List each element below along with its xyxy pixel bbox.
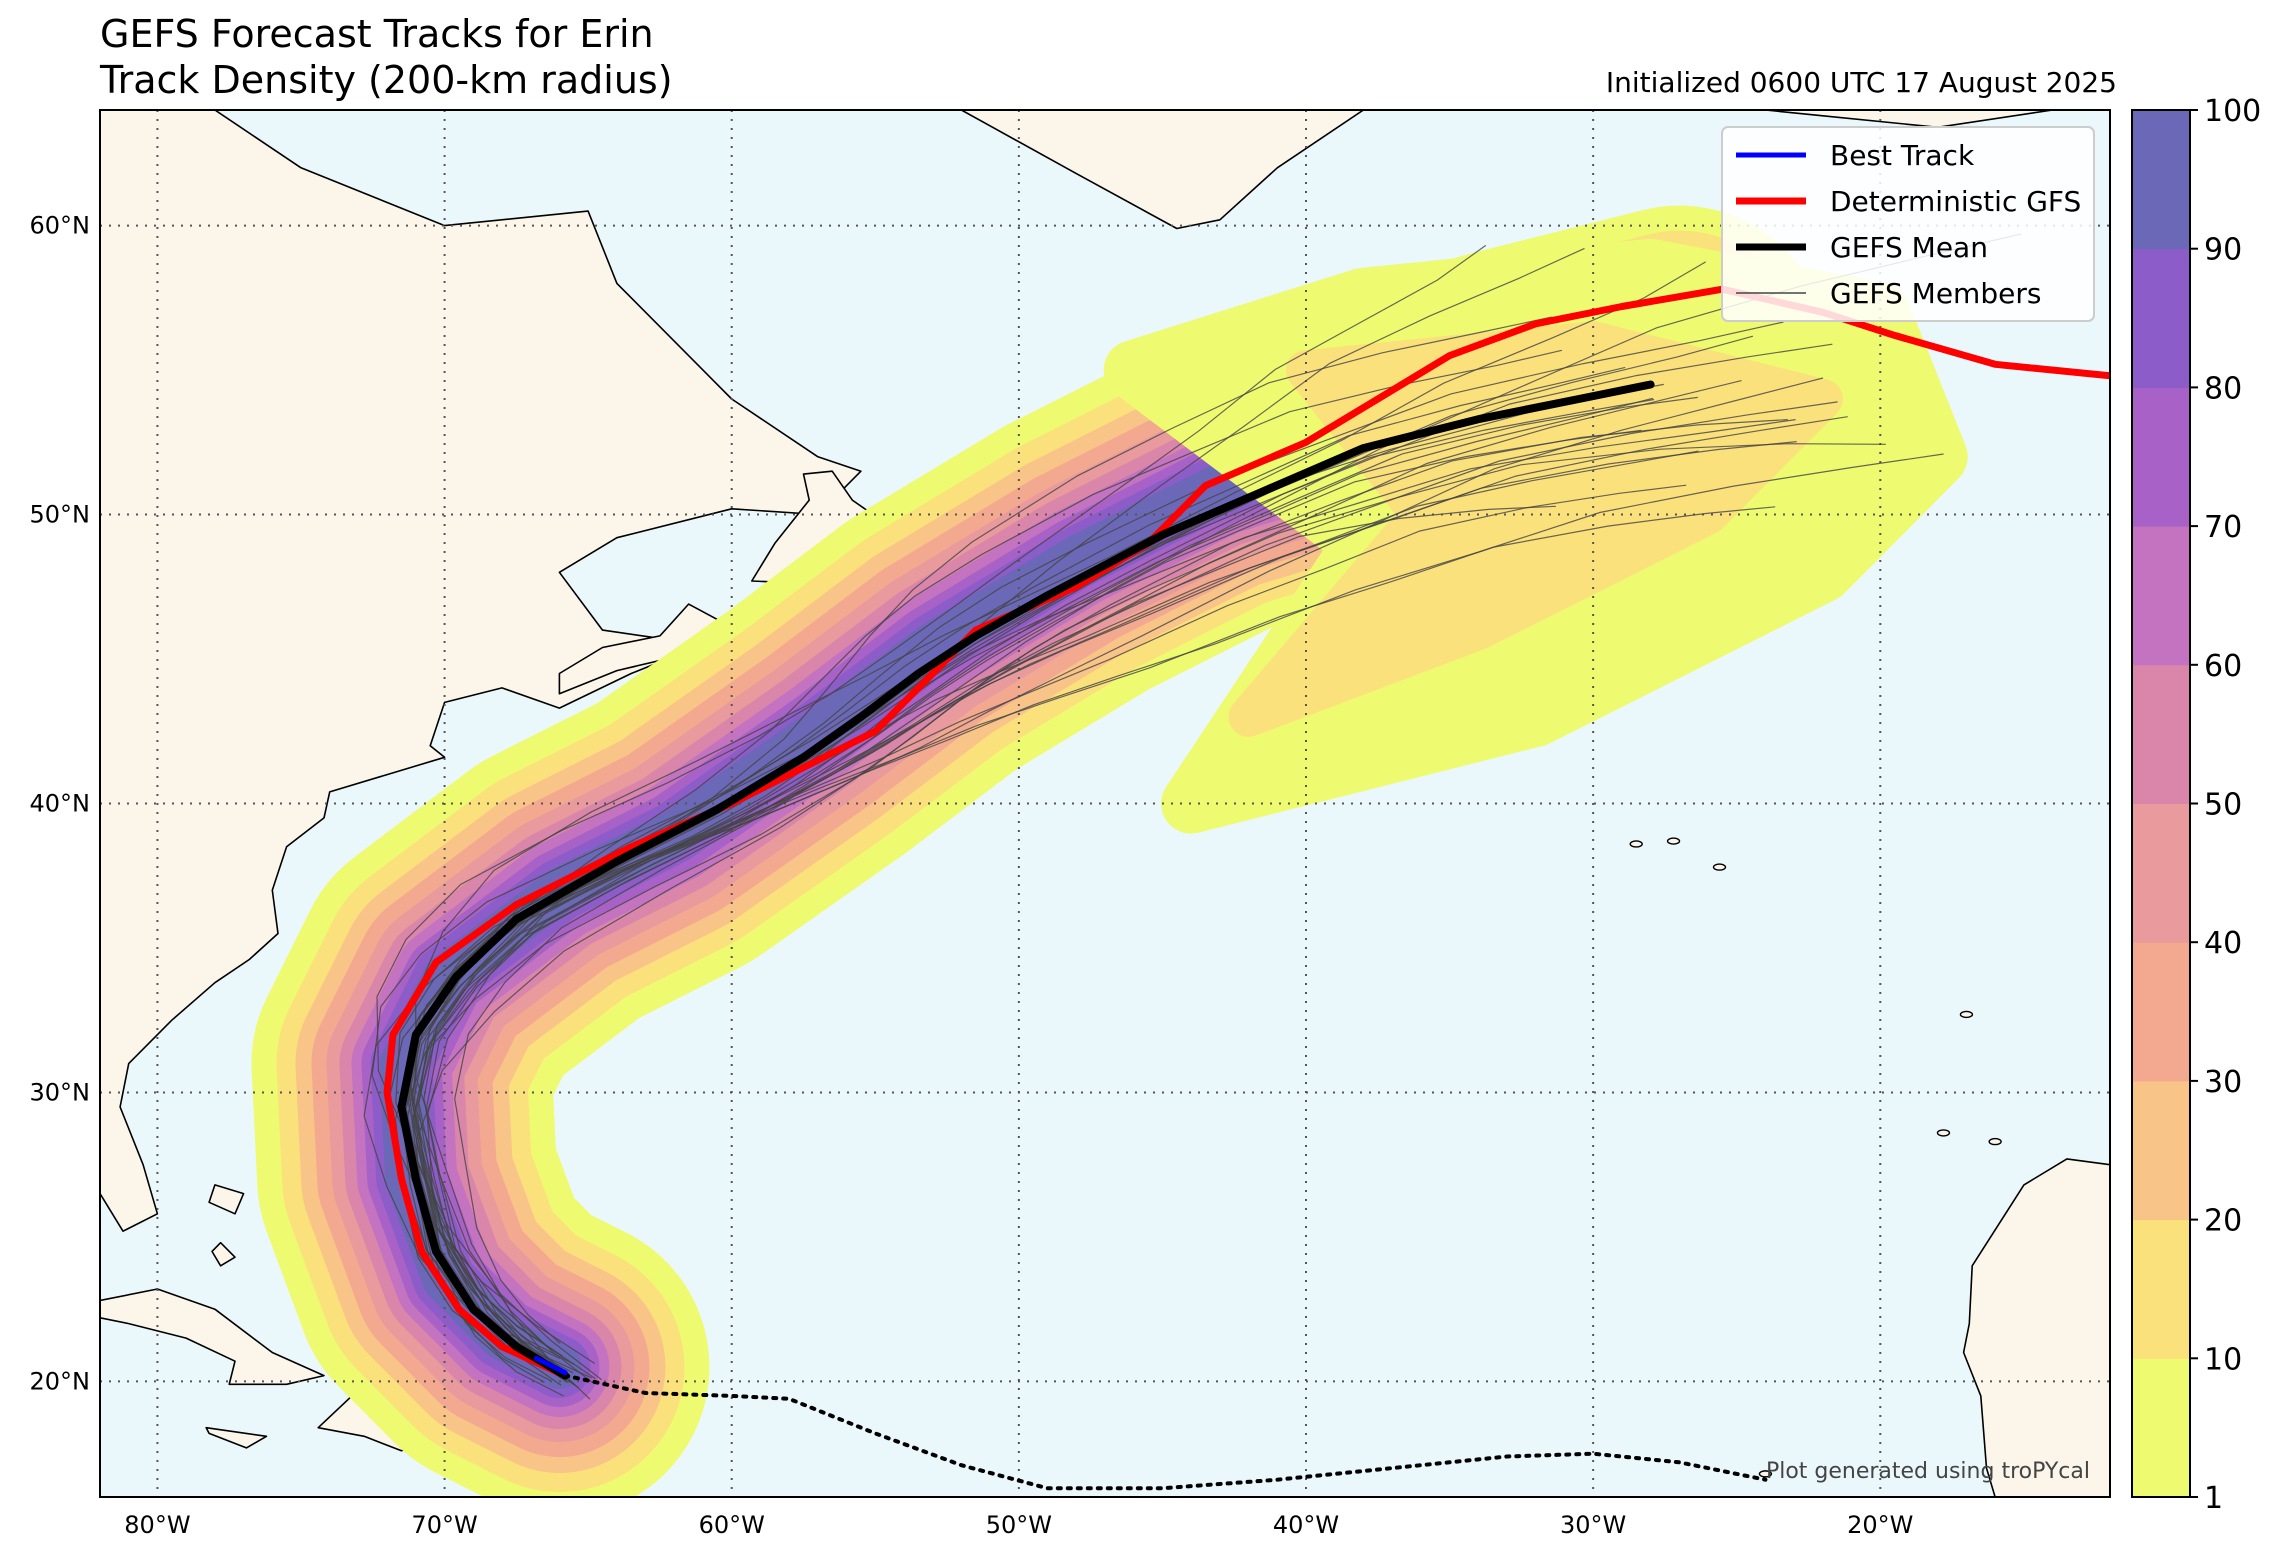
colorbar-segment — [2132, 1358, 2190, 1498]
gefs-member-track — [454, 233, 2022, 1344]
colorbar-segment — [2132, 526, 2190, 666]
lat-label: 50°N — [30, 501, 91, 529]
colorbar-tick-label: 1 — [2204, 1481, 2223, 1516]
colorbar-tick-label: 70 — [2204, 510, 2242, 545]
gefs-member-track — [411, 396, 1698, 1358]
lat-label: 40°N — [30, 790, 91, 818]
gefs-member-track — [423, 453, 1944, 1389]
lon-label: 40°W — [1273, 1511, 1339, 1539]
colorbar-segment — [2132, 1219, 2190, 1359]
island-7 — [1758, 1470, 1773, 1478]
legend-label: Best Track — [1830, 139, 1975, 172]
axis-tick-labels: 80°W 70°W 60°W 50°W 40°W 30°W 20°W 60°N 50°N 40°N… — [30, 212, 1914, 1539]
colorbar-tick-label: 80 — [2204, 371, 2242, 406]
greenland — [874, 110, 1365, 230]
title-line-1: GEFS Forecast Tracks for Erin — [100, 12, 654, 56]
gefs-member-track — [413, 506, 1776, 1384]
gefs-member-track — [426, 321, 1784, 1383]
colorbar-tick-label: 40 — [2204, 926, 2242, 961]
north-america-landmass — [100, 110, 862, 1232]
gefs-member-track — [401, 419, 1788, 1360]
lon-label: 20°W — [1847, 1511, 1913, 1539]
colorbar-tick-label: 50 — [2204, 788, 2242, 823]
initialization-time: Initialized 0600 UTC 17 August 2025 — [1605, 66, 2117, 99]
gefs-member-track — [363, 505, 1557, 1379]
island-4 — [1959, 1010, 1974, 1019]
gefs-member-track — [415, 261, 1707, 1400]
gefs-mean-track — [397, 380, 1655, 1380]
colorbar-segment — [2132, 1080, 2190, 1221]
lon-label: 70°W — [411, 1511, 477, 1539]
colorbar-tick-label: 10 — [2204, 1342, 2242, 1377]
colorbar-tick-label: 20 — [2204, 1204, 2242, 1239]
past-track-dotted — [563, 1373, 1768, 1491]
colorbar-tick-label: 30 — [2204, 1065, 2242, 1100]
island-5 — [1988, 1137, 2002, 1146]
lat-label: 20°N — [30, 1367, 91, 1395]
colorbar-segment — [2132, 248, 2190, 388]
colorbar-tick-label: 100 — [2204, 94, 2261, 129]
cuba — [100, 1288, 325, 1386]
title-line-2: Track Density (200-km radius) — [100, 58, 673, 102]
colorbar-segment — [2132, 110, 2190, 250]
west-africa — [1962, 860, 2110, 1497]
main-tracks — [383, 285, 2110, 1491]
legend: Best Track Deterministic GFS GEFS Mean GEFS… — [1721, 126, 2095, 322]
best-track — [534, 1355, 568, 1376]
island-3 — [1712, 863, 1727, 871]
plot-credit: Plot generated using troPYcal — [1766, 1459, 2090, 1484]
lon-label: 50°W — [986, 1511, 1052, 1539]
gefs-member-track — [415, 443, 1886, 1364]
lon-label: 60°W — [699, 1511, 765, 1539]
legend-label: GEFS Members — [1830, 277, 2041, 310]
legend-label: Deterministic GFS — [1830, 185, 2081, 218]
bahamas-a — [208, 1184, 245, 1215]
nova-scotia — [558, 603, 733, 695]
island-2 — [1666, 837, 1681, 845]
colorbar-segment — [2132, 803, 2190, 943]
colorbar: 1 10 20 30 40 50 60 70 80 90 100 — [2131, 94, 2261, 1516]
map-frame — [99, 109, 2111, 1498]
gefs-member-track — [415, 401, 1838, 1377]
colorbar-tick-label: 90 — [2204, 233, 2242, 268]
colorbar-segment — [2132, 664, 2190, 804]
lat-label: 60°N — [30, 212, 91, 240]
lon-label: 30°W — [1560, 1511, 1626, 1539]
legend-label: GEFS Mean — [1830, 231, 1988, 264]
bahamas-b — [211, 1241, 236, 1267]
legend-box — [1721, 126, 2095, 322]
gefs-member-track — [406, 349, 1563, 1382]
gefs-member-track — [405, 406, 1548, 1367]
lon-label: 80°W — [124, 1511, 190, 1539]
lat-label: 30°N — [30, 1078, 91, 1106]
jamaica — [205, 1426, 268, 1449]
island-6 — [1936, 1129, 1951, 1137]
colorbar-segment — [2132, 942, 2190, 1082]
colorbar-segment — [2132, 387, 2190, 527]
colorbar-tick-label: 60 — [2204, 649, 2242, 684]
island-1 — [1629, 840, 1643, 848]
